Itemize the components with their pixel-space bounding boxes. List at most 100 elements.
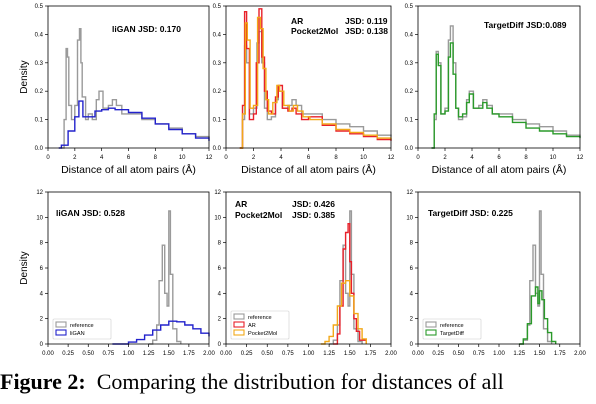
x-tick-label: 12 (206, 155, 213, 161)
x-tick-label: 8 (524, 155, 528, 161)
x-tick-label: 1.25 (323, 351, 335, 357)
x-tick-label: 8 (154, 155, 158, 161)
jsd-annotation: TargetDiff JSD:0.089 (484, 20, 567, 30)
x-axis-label: Distance of carbon carbon bond (Å) (416, 359, 582, 360)
x-axis-label: Distance of all atom pairs (Å) (61, 163, 196, 176)
series-ligan-line (58, 100, 210, 149)
x-tick-label: 2 (252, 155, 256, 161)
y-tick-label: 0.1 (35, 118, 44, 124)
series-pocket2mol-line (320, 280, 367, 345)
jsd-annotation: AR (235, 199, 247, 209)
x-tick-label: 1.50 (344, 351, 356, 357)
y-tick-label: 0.3 (405, 61, 414, 67)
y-tick-label: 0.2 (405, 89, 414, 95)
x-tick-label: 10 (550, 155, 557, 161)
panel-bottom-right: 0.00 0.25 0.50 0.75 1.00 1.25 1.50 1.75 2.00 0 2 4 6… (406, 190, 586, 360)
y-tick-label: 0.3 (213, 61, 222, 67)
x-tick-label: 12 (577, 155, 584, 161)
x-tick-label: 1.75 (554, 351, 566, 357)
y-tick-label: 6 (410, 266, 414, 272)
y-tick-label: 0.5 (213, 4, 222, 10)
y-tick-label: 2 (410, 317, 414, 323)
series-targetdiff-line (431, 42, 581, 149)
panel-bottom-left: 0.00 0.25 0.50 0.75 1.00 1.25 1.50 1.75 2.00 0 2 4 6… (19, 190, 215, 360)
x-axis-label: Distance of all atom pairs (Å) (432, 163, 567, 176)
x-tick-label: 1.50 (534, 351, 546, 357)
x-tick-label: 1.00 (303, 351, 315, 357)
jsd-annotation: Pocket2Mol (235, 210, 282, 220)
jsd-annotation: JSD: 0.385 (292, 210, 335, 220)
y-tick-label: 0 (218, 342, 222, 348)
x-tick-label: 1.25 (143, 351, 155, 357)
legend-swatch-ligan (55, 329, 67, 336)
x-tick-label: 2.00 (574, 351, 586, 357)
x-tick-label: 0.25 (62, 351, 74, 357)
legend-swatch-ar (233, 321, 245, 328)
y-tick-label: 0 (410, 342, 414, 348)
y-tick-label: 10 (36, 215, 43, 221)
y-tick-label: 0.4 (213, 32, 222, 38)
x-tick-label: 12 (388, 155, 395, 161)
y-tick-label: 6 (218, 266, 222, 272)
x-tick-label: 0 (416, 155, 420, 161)
y-tick-label: 12 (406, 190, 413, 196)
legend-label: reference (70, 323, 94, 329)
legend-label: reference (440, 323, 464, 329)
x-tick-label: 0 (224, 155, 228, 161)
jsd-annotation: TargetDiff JSD: 0.225 (428, 208, 513, 218)
y-axis-label: Density (19, 60, 30, 93)
y-tick-label: 8 (40, 241, 44, 247)
y-tick-label: 0.3 (35, 61, 44, 67)
legend-label: TargetDiff (440, 331, 464, 337)
y-tick-label: 10 (406, 215, 413, 221)
x-tick-label: 2 (443, 155, 447, 161)
x-tick-label: 6 (497, 155, 501, 161)
legend-box (230, 310, 290, 340)
jsd-annotation: JSD: 0.119 (345, 16, 388, 26)
y-tick-label: 4 (410, 291, 414, 297)
x-tick-label: 10 (179, 155, 186, 161)
series-ligan-line (112, 320, 210, 345)
y-tick-label: 0.2 (35, 89, 44, 95)
y-tick-label: 4 (218, 291, 222, 297)
x-tick-label: 1.25 (513, 351, 525, 357)
jsd-annotation: JSD: 0.138 (345, 26, 388, 36)
y-axis-label: Density (19, 251, 30, 284)
panel-top-middle: 0 2 4 6 8 10 12 0.0 0.1 0.2 0.3 0.4 0.5 Distance of a… (213, 4, 395, 176)
jsd-annotation: liGAN JSD: 0.170 (112, 24, 181, 34)
y-tick-label: 10 (214, 215, 221, 221)
x-tick-label: 0.75 (282, 351, 294, 357)
x-tick-label: 1.00 (493, 351, 505, 357)
caption-text: Comparing the distribution for distances… (96, 369, 504, 394)
panel-top-left: 0 2 4 6 8 10 12 0.0 0.1 0.2 0.3 0.4 0.5 Distance of a… (19, 4, 213, 176)
panel-bottom-middle: 0.00 0.25 0.50 0.75 1.00 1.25 1.50 1.75 2.00 0 2 4 6… (214, 190, 397, 360)
y-tick-label: 0.2 (213, 89, 222, 95)
y-tick-label: 0.5 (405, 4, 414, 10)
y-tick-label: 0 (40, 342, 44, 348)
legend-label: AR (248, 323, 256, 329)
figure-caption: Figure 2: Comparing the distribution for… (0, 362, 596, 404)
legend-swatch-pocket2mol (233, 329, 245, 336)
series-pocket2mol-line (239, 16, 392, 149)
x-tick-label: 0.00 (412, 351, 424, 357)
x-tick-label: 10 (360, 155, 367, 161)
y-tick-label: 12 (214, 190, 221, 196)
y-tick-label: 0.0 (213, 146, 222, 152)
x-tick-label: 2 (73, 155, 77, 161)
y-tick-label: 0.0 (405, 146, 414, 152)
y-tick-label: 2 (218, 317, 222, 323)
x-tick-label: 1.75 (183, 351, 195, 357)
x-tick-label: 4 (100, 155, 104, 161)
legend-swatch-reference (55, 321, 67, 328)
legend-swatch-targetdiff (425, 329, 437, 336)
legend-swatch-reference (233, 313, 245, 320)
jsd-annotation: Pocket2Mol (291, 26, 338, 36)
series-reference-line (329, 210, 363, 345)
x-tick-label: 1.75 (365, 351, 377, 357)
series-reference-line (148, 210, 182, 345)
x-tick-label: 0.50 (82, 351, 94, 357)
legend-box (52, 318, 112, 340)
y-tick-label: 0.1 (405, 118, 414, 124)
series-targetdiff-line (519, 286, 557, 345)
